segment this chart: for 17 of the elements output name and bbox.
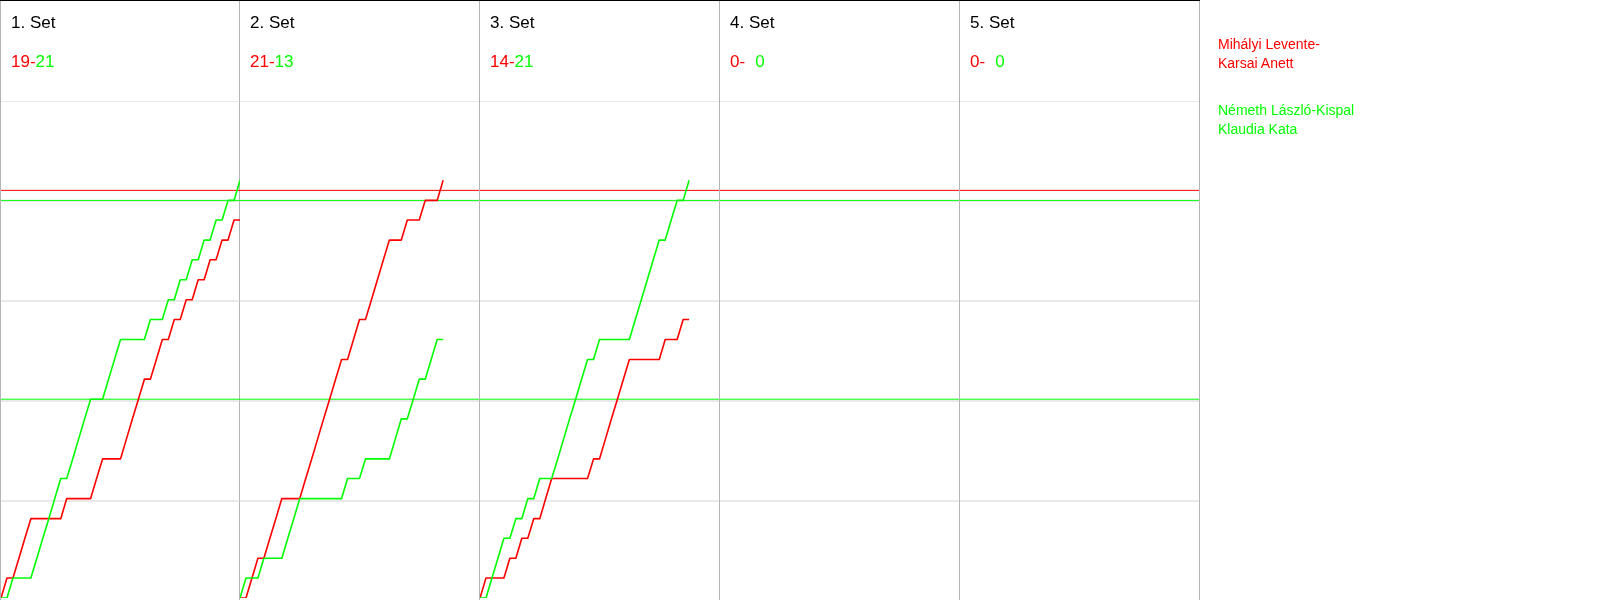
text: 0 [755, 52, 765, 71]
text: 0- [730, 52, 746, 71]
text: 21 [35, 52, 55, 71]
chart-title: 1. Set [11, 13, 56, 33]
text: 0- [970, 52, 986, 71]
text: 13 [274, 52, 294, 71]
chart-title: 2. Set [250, 13, 295, 33]
text: 0 [995, 52, 1005, 71]
text: 19- [11, 52, 36, 71]
chart-title: 3. Set [490, 13, 535, 33]
text: 4. Set [730, 13, 775, 33]
text: 14- [490, 52, 515, 71]
text: 21- [250, 52, 275, 71]
text: 5. Set [970, 13, 1015, 33]
text: Németh László-Kispal Klaudia Kata [1218, 101, 1356, 139]
text: 21 [514, 52, 534, 71]
text: Mihályi Levente-Karsai Anett [1218, 35, 1321, 73]
